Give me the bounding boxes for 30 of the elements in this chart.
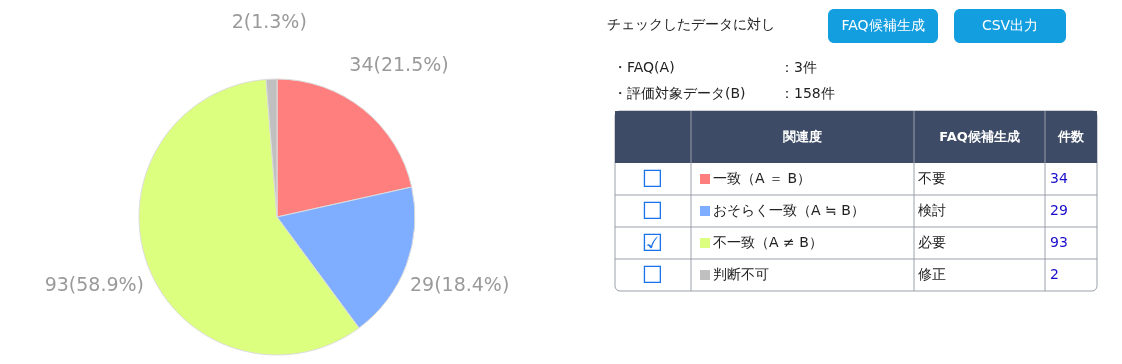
text: 必要: [918, 234, 946, 250]
text: 修正: [918, 266, 946, 282]
text: 29: [1050, 202, 1068, 218]
text: FAQ候補生成: [939, 129, 1020, 144]
data-label: 2(1.3%): [231, 10, 307, 33]
text: FAQ候補生成: [841, 17, 925, 33]
text: 34: [1050, 170, 1068, 186]
legend-label: 不一致（A ≠ B）: [713, 234, 823, 250]
text: ☐: [641, 197, 664, 225]
legend-label: おそらく一致（A ≒ B）: [713, 202, 865, 218]
text: 件数: [1057, 129, 1085, 144]
text: ☐: [641, 261, 664, 289]
text: 不要: [918, 170, 946, 186]
data-label: 93(58.9%): [44, 273, 145, 296]
text: CSV出力: [981, 17, 1039, 33]
data-label: 29(18.4%): [409, 273, 510, 296]
text: 検討: [918, 202, 946, 218]
text: 93: [1050, 234, 1068, 250]
data-label: 34(21.5%): [349, 52, 449, 75]
text: ☑: [641, 229, 664, 257]
legend-label: 判断不可: [713, 266, 769, 282]
text: 2: [1050, 266, 1059, 282]
text: ：3件: [780, 59, 817, 75]
text: 関連度: [783, 129, 822, 144]
text: ☐: [641, 165, 664, 193]
text: ・FAQ(A): [613, 59, 675, 75]
legend-label: 一致（A ＝ B）: [713, 170, 812, 186]
text: チェックしたデータに対し: [607, 16, 775, 32]
text: ：158件: [780, 85, 835, 101]
text: ・評価対象データ(B): [613, 85, 746, 101]
